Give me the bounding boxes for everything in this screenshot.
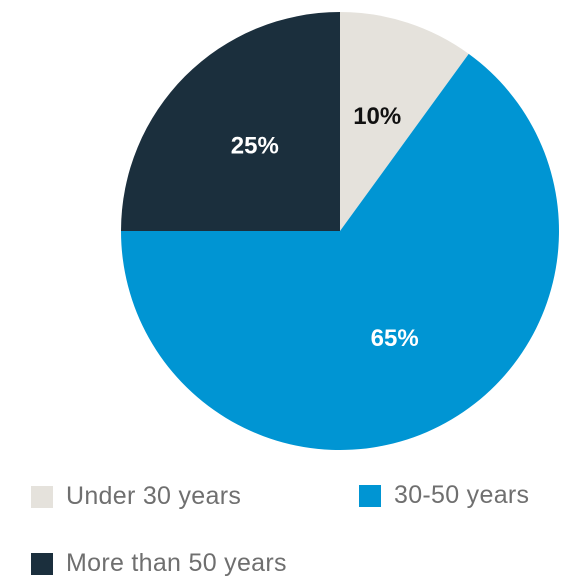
- legend-item-over-50: More than 50 years: [31, 549, 287, 578]
- slice-label-under-30: 10%: [353, 103, 401, 130]
- pie-slice-over-50: [121, 12, 340, 231]
- pie-slices: [121, 12, 559, 451]
- legend-swatch-30-50: [359, 484, 381, 507]
- legend-item-30-50: 30-50 years: [359, 481, 529, 510]
- slice-label-30-50: 65%: [371, 325, 419, 352]
- pie-slice-30-50: [121, 53, 559, 451]
- legend-label-over-50: More than 50 years: [66, 549, 287, 577]
- legend-swatch-under-30: [31, 485, 53, 508]
- legend-label-under-30: Under 30 years: [66, 482, 242, 510]
- legend-label-30-50: 30-50 years: [394, 481, 530, 509]
- pie-chart: 10% 65% 25%: [121, 12, 559, 451]
- pie-slice-labels: 10% 65% 25%: [231, 103, 419, 352]
- pie-slice-under-30: [340, 12, 469, 231]
- legend-swatch-over-50: [31, 552, 53, 575]
- slice-label-over-50: 25%: [231, 132, 279, 159]
- legend-item-under-30: Under 30 years: [31, 482, 241, 511]
